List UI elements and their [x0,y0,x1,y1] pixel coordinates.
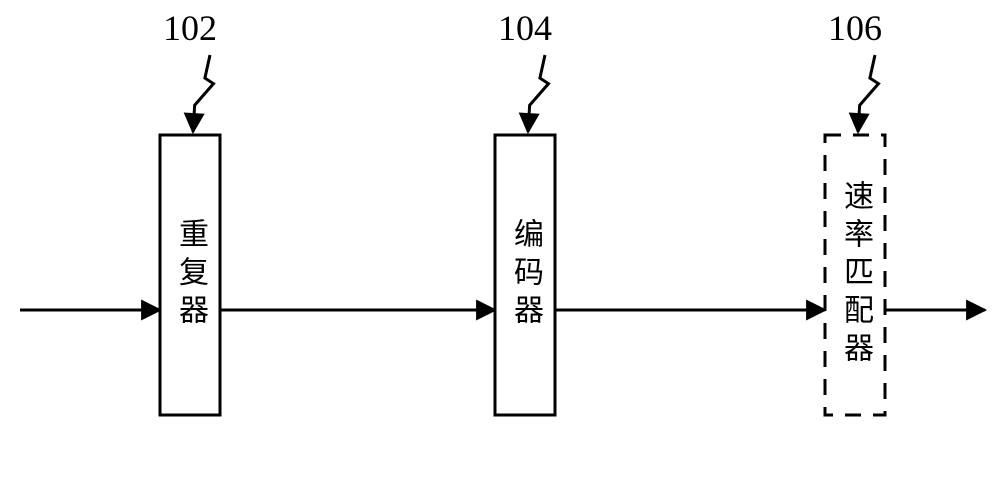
block-label-encoder: 编码器 [503,218,547,332]
block-label-rate_matcher: 速率匹配器 [833,180,877,370]
ref-label-rate_matcher: 106 [828,8,882,48]
block-label-repeater: 重复器 [168,218,212,332]
ref-label-encoder: 104 [498,8,552,48]
ref-label-repeater: 102 [163,8,217,48]
